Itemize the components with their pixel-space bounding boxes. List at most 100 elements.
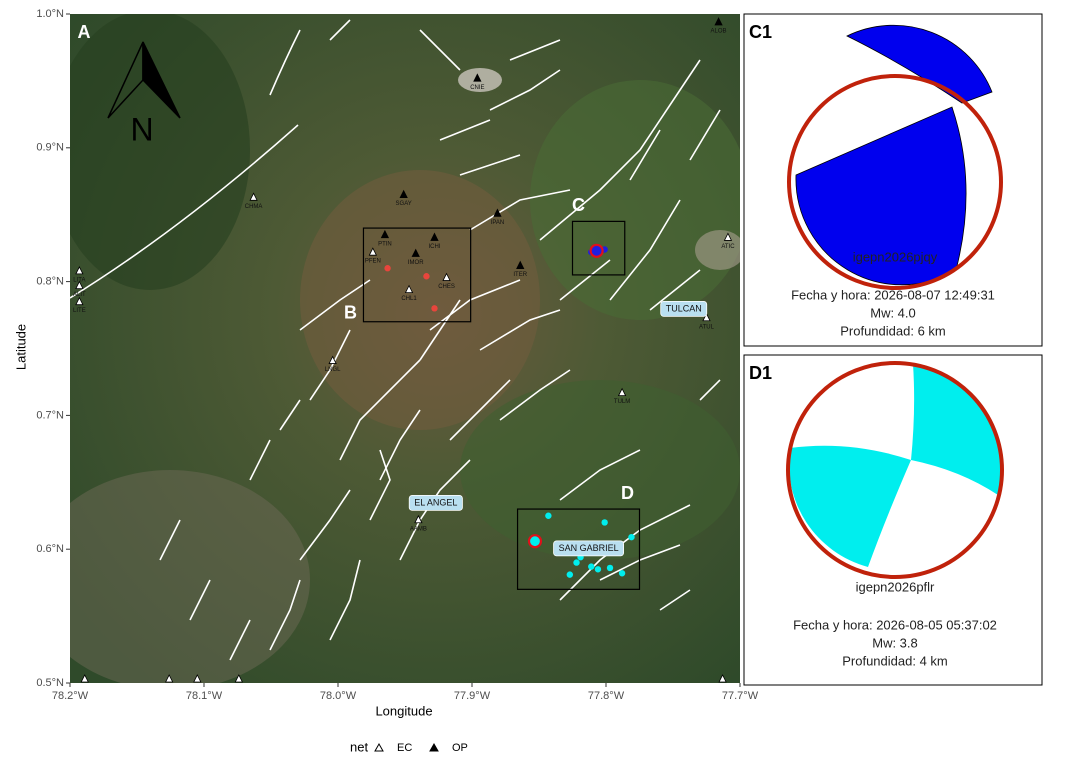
station (442, 272, 451, 281)
place-label: EL ANGEL (414, 498, 457, 508)
x-tick-label: 78.2°W (52, 690, 89, 702)
station-code: IPAN (491, 220, 505, 226)
station (75, 280, 84, 290)
zoom-box (362, 227, 472, 323)
x-tick-label: 77.8°W (588, 690, 625, 702)
event-magnitude: Mw: 3.8 (872, 635, 918, 650)
box-label: D (621, 483, 634, 503)
event-datetime: Fecha y hora: 2026-08-05 05:37:02 (793, 617, 997, 632)
legend-item: EC (397, 742, 412, 754)
station (430, 232, 439, 241)
event (573, 559, 580, 566)
station (80, 674, 89, 683)
station (399, 189, 408, 199)
panel-label: C1 (749, 22, 772, 42)
x-tick-label: 78.1°W (186, 690, 223, 702)
axes: 78.2°W 78.1°W 78.0°W 77.9°W 77.8°W 77.7°W 0.5°… (36, 8, 758, 702)
event (606, 564, 614, 572)
station (617, 387, 627, 397)
station (714, 17, 723, 26)
mechanism-event (527, 534, 543, 549)
x-tick-label: 77.7°W (722, 690, 759, 702)
station-code: CHL1 (401, 296, 417, 302)
event-depth: Profundidad: 4 km (842, 653, 948, 668)
station-code: AAMB (410, 526, 427, 532)
mechanism-event (589, 243, 604, 258)
legend-title: net (350, 739, 368, 754)
station-code: AIB1 (163, 686, 177, 692)
event (601, 519, 608, 526)
place-label-box (408, 494, 463, 511)
station-code: LNGL (325, 367, 341, 373)
station-code: PTIN (378, 241, 392, 247)
focal-mechanism (786, 361, 1004, 579)
y-tick-label: 0.8°N (36, 276, 64, 288)
station-code: LITE (73, 308, 86, 314)
station-code: IMOR (408, 260, 424, 266)
event (628, 533, 635, 541)
x-axis-label: Longitude (375, 703, 432, 718)
station (75, 266, 84, 275)
station (411, 248, 420, 257)
station-code: ATUL (699, 324, 715, 330)
zoom-box (516, 508, 641, 590)
event-magnitude: Mw: 4.0 (870, 305, 916, 320)
station (328, 355, 337, 364)
station-code: CHMA (245, 204, 263, 210)
station-code: CHES (438, 284, 455, 290)
station-code: ALIT (73, 292, 86, 298)
event-datetime: Fecha y hora: 2026-08-07 12:49:31 (791, 287, 995, 302)
event (588, 563, 595, 570)
event (423, 273, 430, 280)
event (431, 305, 438, 312)
y-tick-label: 0.7°N (36, 409, 64, 421)
station (718, 674, 727, 683)
y-axis-label: Latitude (13, 324, 28, 370)
event (594, 566, 602, 573)
faults (70, 19, 721, 661)
station (404, 284, 414, 294)
station (473, 73, 482, 82)
panel-label: D1 (749, 363, 772, 383)
map-background: N A B C D CHMA CNIE ALOB SGAY IPAN ITER ATIC ATUL T… (70, 14, 740, 692)
station (493, 208, 502, 217)
station (193, 674, 202, 683)
y-tick-label: 1.0°N (36, 8, 64, 20)
station (414, 514, 423, 524)
north-label: N (130, 111, 153, 147)
station (368, 247, 377, 256)
station-code: ICHI (428, 244, 440, 250)
event-id: igepn2026pjqy (853, 249, 938, 264)
place-label: SAN GABRIEL (559, 543, 619, 553)
place-label-box (553, 540, 624, 557)
x-tick-label: 78.0°W (320, 690, 357, 702)
station-code: ALOB (711, 29, 727, 35)
station (249, 192, 258, 201)
event (384, 265, 391, 272)
y-tick-label: 0.9°N (36, 142, 64, 154)
station-code: YAHU (231, 686, 247, 692)
station-code: PFEN (365, 259, 381, 265)
station-code: ITER (513, 272, 527, 278)
station (702, 312, 711, 322)
event (566, 571, 574, 578)
station-code: TULM (614, 399, 630, 405)
x-tick-label: 77.9°W (454, 690, 491, 702)
zoom-box (571, 220, 626, 276)
station (723, 232, 733, 241)
station (380, 229, 390, 239)
station (75, 296, 84, 306)
station-code: ATIC (721, 244, 735, 250)
north-arrow (107, 41, 181, 119)
legend-item: OP (452, 742, 468, 754)
y-tick-label: 0.6°N (36, 543, 64, 555)
event-depth: Profundidad: 6 km (840, 323, 946, 338)
focal-mechanism (787, 24, 1003, 290)
station-code: LITA (73, 277, 85, 283)
event (545, 512, 552, 519)
station (165, 674, 174, 683)
map-layer: B C D CHMA CNIE ALOB SGAY IPAN ITER ATIC ATUL TULM L… (73, 17, 735, 692)
event (618, 570, 626, 577)
y-tick-label: 0.5°N (36, 677, 64, 689)
